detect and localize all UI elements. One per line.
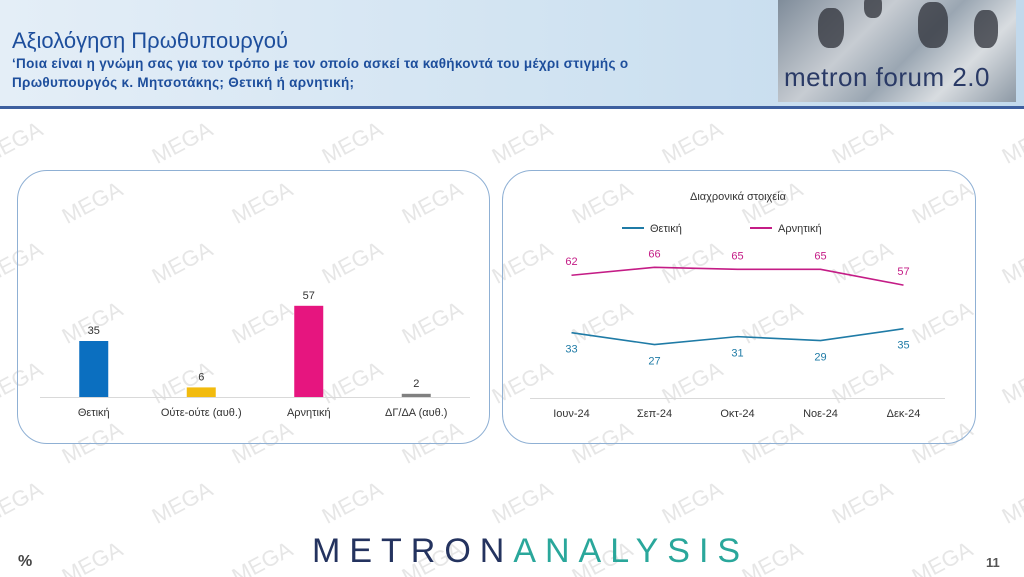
mega-watermark: MEGA — [487, 476, 557, 529]
bar — [401, 393, 431, 397]
bar — [186, 387, 216, 397]
data-label: 31 — [731, 348, 743, 360]
data-label: 57 — [897, 266, 909, 278]
line-chart-card — [502, 170, 976, 444]
data-label: 65 — [814, 250, 826, 262]
x-tick-label: Ιουν-24 — [553, 408, 590, 420]
page-title: Αξιολόγηση Πρωθυπουργού — [12, 28, 289, 53]
mega-watermark: MEGA — [997, 116, 1024, 169]
line-chart-title: Διαχρονικά στοιχεία — [690, 191, 787, 203]
x-tick-label: Σεπ-24 — [637, 408, 672, 420]
data-label: 29 — [814, 352, 826, 364]
x-tick-label: Οκτ-24 — [720, 408, 754, 420]
metron-analysis-logo: METRONANALYSIS — [312, 532, 749, 571]
mega-watermark: MEGA — [227, 536, 297, 577]
data-label: 65 — [731, 250, 743, 262]
unit-label: % — [18, 553, 33, 570]
x-tick-label: Νοε-24 — [803, 408, 838, 420]
mega-watermark: MEGA — [827, 476, 897, 529]
bar-chart-card — [17, 170, 490, 444]
series-line-negative — [571, 266, 904, 286]
mega-watermark: MEGA — [997, 476, 1024, 529]
mega-watermark: MEGA — [57, 536, 127, 577]
bar-category-label: Ούτε-ούτε (αυθ.) — [161, 407, 242, 419]
legend-label-negative: Αρνητική — [778, 223, 822, 235]
bar-category-label: Θετική — [78, 407, 110, 419]
metron-forum-logo: metron forum 2.0 — [784, 62, 990, 92]
bar-category-label: ΔΓ/ΔΑ (αυθ.) — [385, 407, 447, 419]
bar-value-label: 2 — [413, 378, 419, 390]
mega-watermark: MEGA — [657, 476, 727, 529]
logo-metron-text: METRON — [312, 532, 514, 570]
data-label: 33 — [565, 344, 577, 356]
page-number: 11 — [986, 555, 1000, 570]
bar-chart: 35 Θετική 6 Ούτε-ούτε (αυθ.) 57 Αρνητική 2 ΔΓ/Δ… — [40, 290, 470, 419]
data-label: 62 — [565, 256, 577, 268]
bar — [294, 305, 324, 397]
legend-label-positive: Θετική — [650, 223, 682, 235]
x-tick-label: Δεκ-24 — [887, 408, 921, 420]
bar-value-label: 6 — [198, 371, 204, 383]
mega-watermark: MEGA — [0, 116, 47, 169]
mega-watermark: MEGA — [147, 476, 217, 529]
mega-watermark: MEGA — [827, 116, 897, 169]
bar-value-label: 35 — [88, 325, 100, 337]
line-chart: Διαχρονικά στοιχεία Θετική Αρνητική Ιουν… — [530, 191, 945, 420]
bar-value-label: 57 — [303, 290, 315, 302]
mega-watermark: MEGA — [0, 476, 47, 529]
data-label: 27 — [648, 356, 660, 368]
data-label: 66 — [648, 248, 660, 260]
mega-watermark: MEGA — [317, 116, 387, 169]
mega-watermark: MEGA — [997, 356, 1024, 409]
logo-analysis-text: ANALYSIS — [513, 532, 750, 570]
mega-watermark: MEGA — [907, 536, 977, 577]
header-photo — [778, 0, 1016, 102]
question-text: ‘Ποια είναι η γνώμη σας για τον τρόπο με… — [12, 56, 629, 90]
data-label: 35 — [897, 340, 909, 352]
mega-watermark: MEGA — [997, 236, 1024, 289]
mega-watermark: MEGA — [147, 116, 217, 169]
bar-category-label: Αρνητική — [287, 407, 331, 419]
mega-watermark: MEGA — [487, 116, 557, 169]
mega-watermark: MEGA — [657, 116, 727, 169]
mega-watermark: MEGA — [317, 476, 387, 529]
bar — [79, 341, 109, 397]
series-line-positive — [571, 327, 904, 346]
